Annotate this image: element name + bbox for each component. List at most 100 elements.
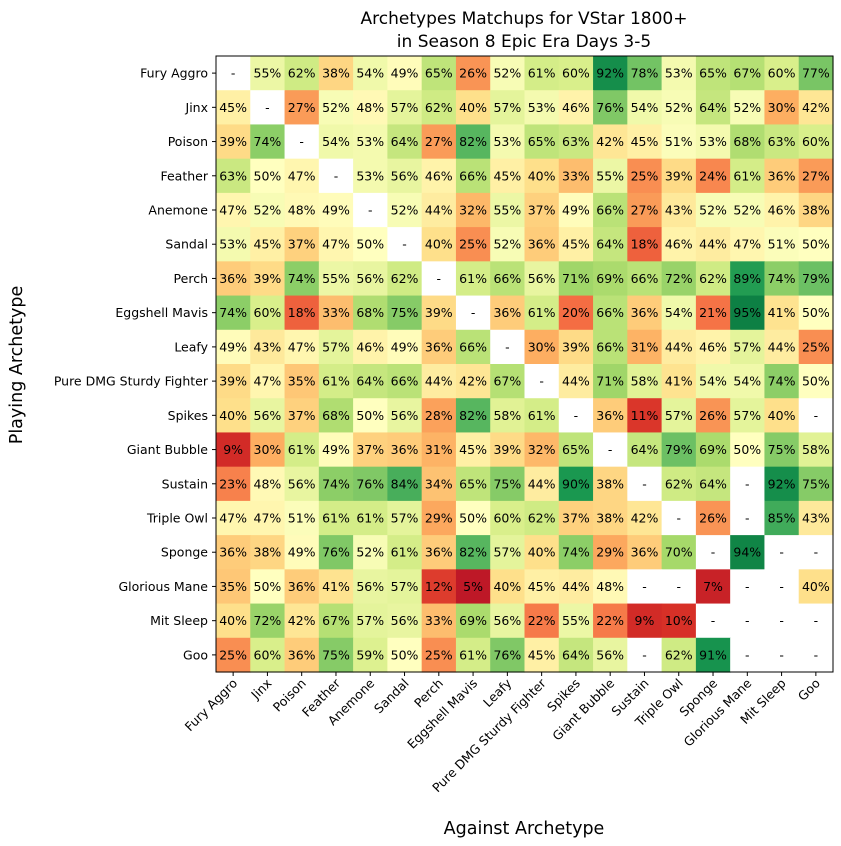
heatmap-cell — [490, 90, 526, 126]
heatmap-cell-label: - — [265, 100, 270, 115]
heatmap-cell — [524, 432, 560, 468]
heatmap-cell — [250, 500, 286, 536]
heatmap-cell — [353, 432, 388, 468]
heatmap-cell-label: 62% — [391, 271, 419, 286]
heatmap-cell-label: 42% — [288, 613, 316, 628]
heatmap-cell — [764, 500, 800, 536]
heatmap-cell — [353, 124, 388, 160]
y-tick-label: Triple Owl — [146, 511, 208, 526]
heatmap-cell-label: - — [814, 545, 819, 560]
heatmap-cell — [250, 535, 286, 570]
heatmap-cell — [216, 466, 251, 502]
heatmap-cell-label: 40% — [219, 408, 247, 423]
heatmap-cell-label: 31% — [425, 442, 453, 457]
heatmap-cell — [421, 535, 457, 570]
heatmap-cell-label: 44% — [699, 237, 727, 252]
heatmap-cell — [318, 603, 354, 639]
heatmap-cell-label: 42% — [596, 134, 624, 149]
heatmap-cell-label: 45% — [528, 647, 556, 662]
heatmap-cell — [318, 295, 354, 331]
heatmap-cell-label: 36% — [596, 408, 624, 423]
heatmap-cell-label: 72% — [665, 271, 693, 286]
heatmap-cell — [558, 227, 594, 262]
heatmap-cell-label: 77% — [802, 66, 830, 81]
heatmap-cell — [318, 329, 354, 365]
heatmap-cell-label: 57% — [733, 339, 761, 354]
heatmap-cell-label: 45% — [254, 237, 282, 252]
heatmap-cell — [353, 261, 388, 297]
heatmap-cell-label: 72% — [254, 613, 282, 628]
heatmap-cell — [353, 295, 388, 331]
heatmap-cell-label: 65% — [562, 442, 590, 457]
heatmap-cell — [593, 90, 628, 126]
heatmap-cell — [798, 466, 834, 502]
heatmap-cell — [764, 295, 800, 331]
heatmap-cell — [387, 535, 423, 570]
heatmap-cell — [593, 569, 628, 605]
heatmap-cell — [455, 603, 491, 639]
y-tick-label: Sponge — [161, 545, 208, 560]
heatmap-cell — [524, 569, 560, 605]
heatmap-cell — [627, 56, 663, 91]
heatmap-cell — [455, 261, 491, 297]
heatmap-cell — [593, 603, 628, 639]
heatmap-cell-label: 46% — [768, 203, 796, 218]
heatmap-cell-label: 36% — [425, 545, 453, 560]
heatmap-cell-label: 61% — [288, 442, 316, 457]
heatmap-cell — [353, 192, 388, 228]
heatmap-cell-label: 37% — [528, 203, 556, 218]
heatmap-cell — [798, 364, 834, 399]
heatmap-cell-label: 74% — [254, 134, 282, 149]
heatmap-cell — [661, 637, 697, 673]
heatmap-cell-label: 45% — [459, 442, 487, 457]
heatmap-cell — [216, 158, 251, 194]
heatmap-cell — [661, 364, 697, 399]
heatmap-cell-label: 32% — [459, 203, 487, 218]
heatmap-cell — [216, 432, 251, 468]
heatmap-cell-label: 74% — [768, 271, 796, 286]
heatmap-cell-label: 50% — [802, 305, 830, 320]
heatmap-cell — [421, 192, 457, 228]
heatmap-cell-label: 90% — [562, 476, 590, 491]
heatmap-cell — [455, 398, 491, 434]
y-axis-ticks: Fury Aggro Jinx Poison Feather Anemone Sandal… — [54, 66, 216, 662]
heatmap-cell-label: 56% — [391, 408, 419, 423]
heatmap-cell — [524, 603, 560, 639]
heatmap-cell — [730, 192, 766, 228]
heatmap-cell — [627, 124, 663, 160]
heatmap-cell-label: 64% — [596, 237, 624, 252]
heatmap-cell-label: 64% — [699, 476, 727, 491]
heatmap-cell — [387, 56, 423, 91]
heatmap-cell — [421, 329, 457, 365]
heatmap-cell-label: 18% — [288, 305, 316, 320]
heatmap-cell — [661, 432, 697, 468]
heatmap-cell-label: 67% — [493, 374, 521, 389]
heatmap-cell-label: 11% — [631, 408, 659, 423]
heatmap-cell — [387, 364, 423, 399]
heatmap-cell — [490, 603, 526, 639]
heatmap-cell-label: - — [437, 271, 442, 286]
heatmap-cell-label: 36% — [219, 545, 247, 560]
heatmap-cell-label: - — [711, 613, 716, 628]
heatmap-cell-label: 56% — [391, 613, 419, 628]
heatmap-cell — [455, 227, 491, 262]
heatmap-cell-label: 22% — [596, 613, 624, 628]
heatmap-cell-label: 92% — [596, 66, 624, 81]
heatmap-cell-label: 50% — [254, 579, 282, 594]
heatmap-cell-label: 56% — [254, 408, 282, 423]
heatmap-cell — [250, 603, 286, 639]
heatmap-cell — [558, 329, 594, 365]
heatmap-cell-label: 63% — [562, 134, 590, 149]
heatmap-cell — [455, 158, 491, 194]
heatmap-cell-label: 48% — [596, 579, 624, 594]
heatmap-cell — [421, 364, 457, 399]
heatmap-cell — [593, 432, 628, 468]
heatmap-cell — [798, 295, 834, 331]
heatmap-cell-label: 50% — [802, 374, 830, 389]
heatmap-cell — [695, 329, 731, 365]
heatmap-cell — [284, 192, 320, 228]
heatmap-cell — [387, 500, 423, 536]
heatmap-cell-label: - — [676, 579, 681, 594]
heatmap-cell — [524, 329, 560, 365]
heatmap-cell-label: 42% — [459, 374, 487, 389]
